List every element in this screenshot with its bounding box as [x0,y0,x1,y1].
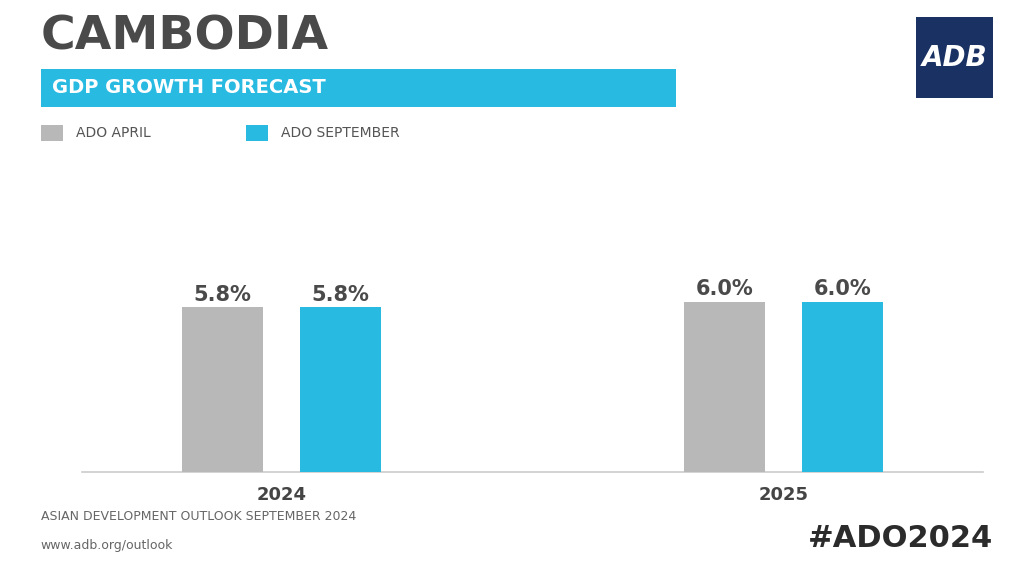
Text: ADB: ADB [922,44,988,71]
Text: 6.0%: 6.0% [695,279,754,300]
Text: 5.8%: 5.8% [194,285,252,305]
Text: GDP GROWTH FORECAST: GDP GROWTH FORECAST [52,78,326,97]
Text: 6.0%: 6.0% [814,279,871,300]
Text: ASIAN DEVELOPMENT OUTLOOK SEPTEMBER 2024: ASIAN DEVELOPMENT OUTLOOK SEPTEMBER 2024 [41,510,356,523]
Text: ADO APRIL: ADO APRIL [76,126,151,140]
Bar [300,307,381,472]
Bar [684,302,765,472]
Text: www.adb.org/outlook: www.adb.org/outlook [41,539,173,552]
Text: 5.8%: 5.8% [311,285,370,305]
Bar [182,307,262,472]
Text: #ADO2024: #ADO2024 [808,524,993,553]
Text: CAMBODIA: CAMBODIA [41,14,329,59]
Bar [803,302,883,472]
Text: ADO SEPTEMBER: ADO SEPTEMBER [281,126,399,140]
